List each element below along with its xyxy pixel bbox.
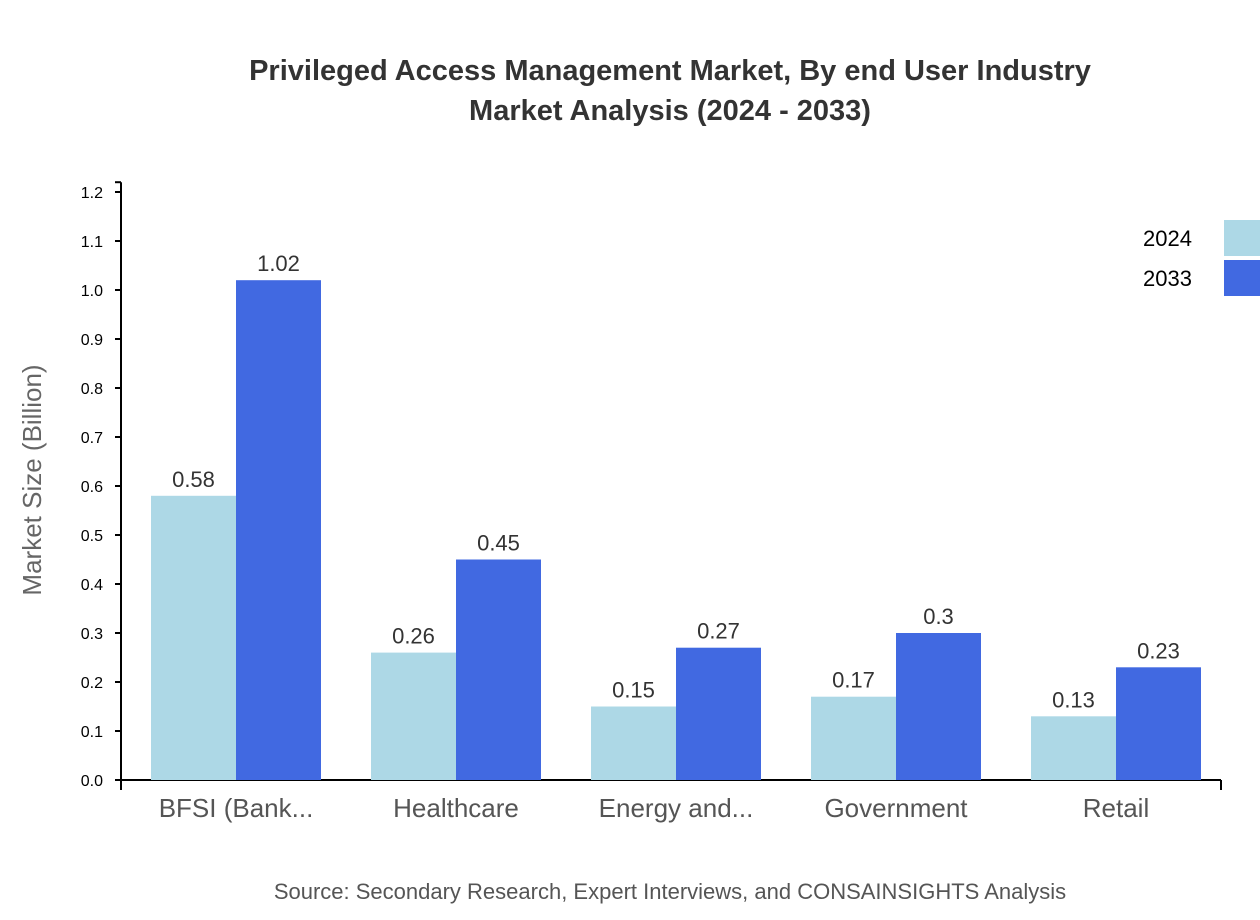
data-label: 0.15 xyxy=(612,678,655,703)
source-note: Source: Secondary Research, Expert Inter… xyxy=(274,879,1066,904)
y-tick-label: 0.7 xyxy=(81,430,103,447)
y-tick-label: 0.9 xyxy=(81,332,103,349)
x-tick-label: Energy and... xyxy=(599,793,754,823)
chart-title-line-1: Privileged Access Management Market, By … xyxy=(249,55,1091,87)
bar-2033 xyxy=(676,647,761,780)
data-label: 0.27 xyxy=(697,619,740,644)
y-tick-label: 0.0 xyxy=(81,773,103,790)
data-label: 0.17 xyxy=(832,668,875,693)
bar-2024 xyxy=(371,652,456,780)
legend-label: 2024 xyxy=(1143,226,1192,251)
legend-swatch-2033 xyxy=(1224,260,1260,296)
bar-2024 xyxy=(1031,716,1116,780)
y-tick-label: 0.4 xyxy=(81,577,103,594)
y-tick-label: 0.1 xyxy=(81,724,103,741)
x-tick-label: BFSI (Bank... xyxy=(159,793,314,823)
legend: 2024 2033 xyxy=(1143,220,1260,296)
data-label: 0.26 xyxy=(392,624,435,649)
y-axis-label: Market Size (Billion) xyxy=(17,364,47,595)
chart-title-line-2: Market Analysis (2024 - 2033) xyxy=(469,95,871,127)
x-tick-label: Government xyxy=(824,793,968,823)
y-tick-label: 0.5 xyxy=(81,528,103,545)
legend-label: 2033 xyxy=(1143,266,1192,291)
x-tick-label: Healthcare xyxy=(393,793,519,823)
x-tick-label: Retail xyxy=(1083,793,1149,823)
y-tick-label: 0.2 xyxy=(81,675,103,692)
bar-2024 xyxy=(811,696,896,780)
data-label: 0.23 xyxy=(1137,638,1180,663)
bar-2024 xyxy=(591,706,676,780)
y-tick-label: 1.1 xyxy=(81,234,103,251)
y-axis: 0.0 0.1 0.2 0.3 0.4 0.5 0.6 0.7 0.8 0.9 1.0 1.1 1.2 xyxy=(81,181,122,790)
data-label: 0.13 xyxy=(1052,687,1095,712)
y-tick-label: 1.0 xyxy=(81,283,103,300)
y-tick-label: 0.6 xyxy=(81,479,103,496)
y-tick-label: 0.8 xyxy=(81,381,103,398)
bar-2033 xyxy=(456,559,541,780)
bar-2033 xyxy=(236,280,321,780)
bar-2033 xyxy=(896,633,981,780)
data-label: 0.3 xyxy=(923,604,954,629)
legend-swatch-2024 xyxy=(1224,220,1260,256)
bars: 0.58 1.02 0.26 0.45 0.15 0.27 0.17 0.3 0.13 0.23 xyxy=(151,251,1201,780)
data-label: 0.45 xyxy=(477,531,520,556)
data-label: 0.58 xyxy=(172,467,215,492)
y-tick-label: 0.3 xyxy=(81,626,103,643)
bar-2024 xyxy=(151,495,236,780)
y-tick-label: 1.2 xyxy=(81,185,103,202)
x-axis: BFSI (Bank... Healthcare Energy and... Gove… xyxy=(120,779,1222,823)
data-label: 1.02 xyxy=(257,251,300,276)
bar-2033 xyxy=(1116,667,1201,780)
